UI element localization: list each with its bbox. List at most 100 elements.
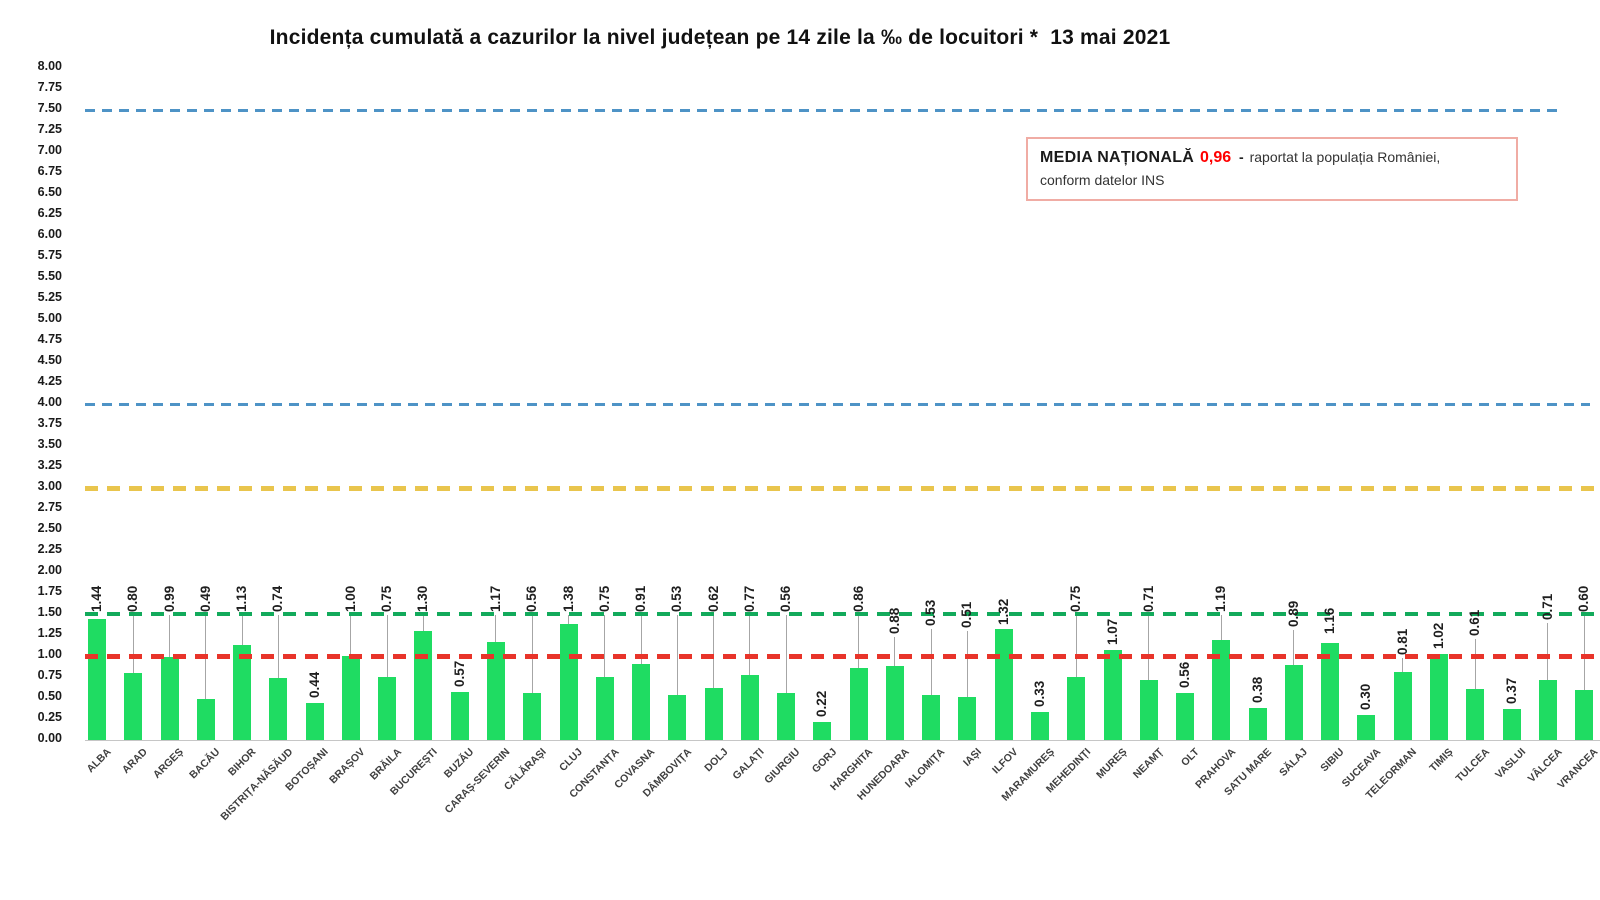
category-label: CARAȘ-SEVERIN [442,746,513,816]
y-tick-label: 7.00 [37,143,62,157]
bar-value-label: 0.75 [379,585,395,612]
bar-value-label: 0.30 [1358,683,1374,710]
bar [740,675,759,740]
bar-value-label: 0.81 [1394,628,1410,655]
y-tick-label: 3.00 [37,479,62,493]
bar-value-label: 0.77 [741,585,757,612]
bar-value-label: 0.44 [306,671,322,699]
category-label: SĂLAJ [1277,746,1311,779]
bar [1429,654,1448,740]
y-tick-label: 6.50 [37,185,62,199]
y-tick-label: 4.00 [37,395,62,409]
category-label: OLT [1178,746,1202,769]
bar-value-label: 0.49 [197,585,213,612]
bar [632,663,651,740]
value-leader-line [640,615,642,664]
bar [885,666,904,740]
y-tick-label: 4.50 [37,353,62,367]
bar [1466,688,1485,740]
reference-line-1 [85,653,1600,659]
y-tick-label: 2.25 [37,542,62,556]
national-average-box: MEDIA NAȚIONALĂ 0,96 - raportat la popul… [1026,137,1518,201]
y-tick-label: 6.75 [37,164,62,178]
bar-value-label: 1.17 [487,585,503,612]
bar [196,698,215,740]
category-label: CLUJ [557,746,586,774]
bar [88,619,106,740]
y-tick-label: 4.75 [37,332,62,346]
bar [1357,714,1376,740]
category-label: VASLUI [1492,746,1529,782]
bar [1176,692,1195,740]
category-label: BRĂILA [367,746,404,783]
y-tick-label: 0.75 [37,668,62,682]
bar-value-label: 0.71 [1140,585,1156,612]
bar-value-label: 1.19 [1213,585,1229,612]
national-average-text: raportat la populația României, [1249,149,1441,165]
bar-value-label: 0.37 [1503,677,1519,704]
value-leader-line [1474,639,1476,689]
bar-value-label: 0.61 [1467,609,1483,636]
y-tick-label: 7.50 [37,101,62,115]
y-tick-label: 3.25 [37,458,62,472]
y-tick-label: 7.25 [37,122,62,136]
bar-value-label: 1.32 [995,598,1011,626]
value-leader-line [495,615,497,642]
bar [958,697,977,740]
category-label: GORJ [809,746,839,776]
bar-value-label: 0.75 [596,585,612,612]
y-tick-label: 1.50 [37,605,62,619]
value-leader-line [1293,630,1295,666]
x-axis-line [85,740,1600,741]
bar-value-label: 0.56 [1177,661,1193,688]
category-label: MUREȘ [1093,746,1130,782]
value-leader-line [241,615,243,646]
value-leader-line [1547,623,1549,681]
bar [559,624,578,740]
category-label: ARAD [119,746,150,776]
y-tick-label: 5.75 [37,248,62,262]
value-leader-line [1220,615,1222,641]
value-leader-line [568,615,569,625]
chart-title: Incidența cumulată a cazurilor la nivel … [269,26,1171,49]
y-tick-label: 3.75 [37,416,62,430]
value-leader-line [713,615,715,688]
y-tick-label: 2.75 [37,500,62,514]
value-leader-line [386,615,388,677]
bar [1284,665,1303,740]
bar [1393,671,1412,740]
category-label: BIHOR [226,746,259,779]
bar [124,672,143,740]
national-average-line2: conform datelor INS [1040,172,1165,188]
bar-value-label: 1.13 [234,585,250,612]
bar-value-label: 0.71 [1539,593,1555,620]
category-label: IAȘI [961,746,984,769]
bar [378,677,397,740]
bar [1067,677,1086,740]
category-label: ALBA [84,746,114,776]
y-tick-label: 6.25 [37,206,62,220]
bar-value-label: 0.99 [161,585,177,612]
national-average-separator: - [1239,149,1244,165]
value-leader-line [1402,658,1404,672]
bar-value-label: 0.56 [778,585,794,612]
bar-value-label: 0.60 [1576,585,1592,612]
value-leader-line [132,615,134,673]
category-label: GIURGIU [762,746,803,787]
y-tick-label: 3.50 [37,437,62,451]
bar [160,656,179,740]
bar [922,695,941,740]
bar-value-label: 0.75 [1068,585,1084,612]
value-leader-line [1148,615,1150,681]
value-leader-line [930,629,932,696]
y-tick-label: 1.75 [37,584,62,598]
national-average-value: 0,96 [1200,149,1232,166]
bar [1502,708,1521,740]
bar-value-label: 0.53 [923,599,939,626]
bar [450,692,469,740]
value-leader-line [1075,615,1077,677]
category-label: GALAȚI [730,746,767,783]
value-leader-line [350,615,352,656]
value-leader-line [422,615,424,631]
